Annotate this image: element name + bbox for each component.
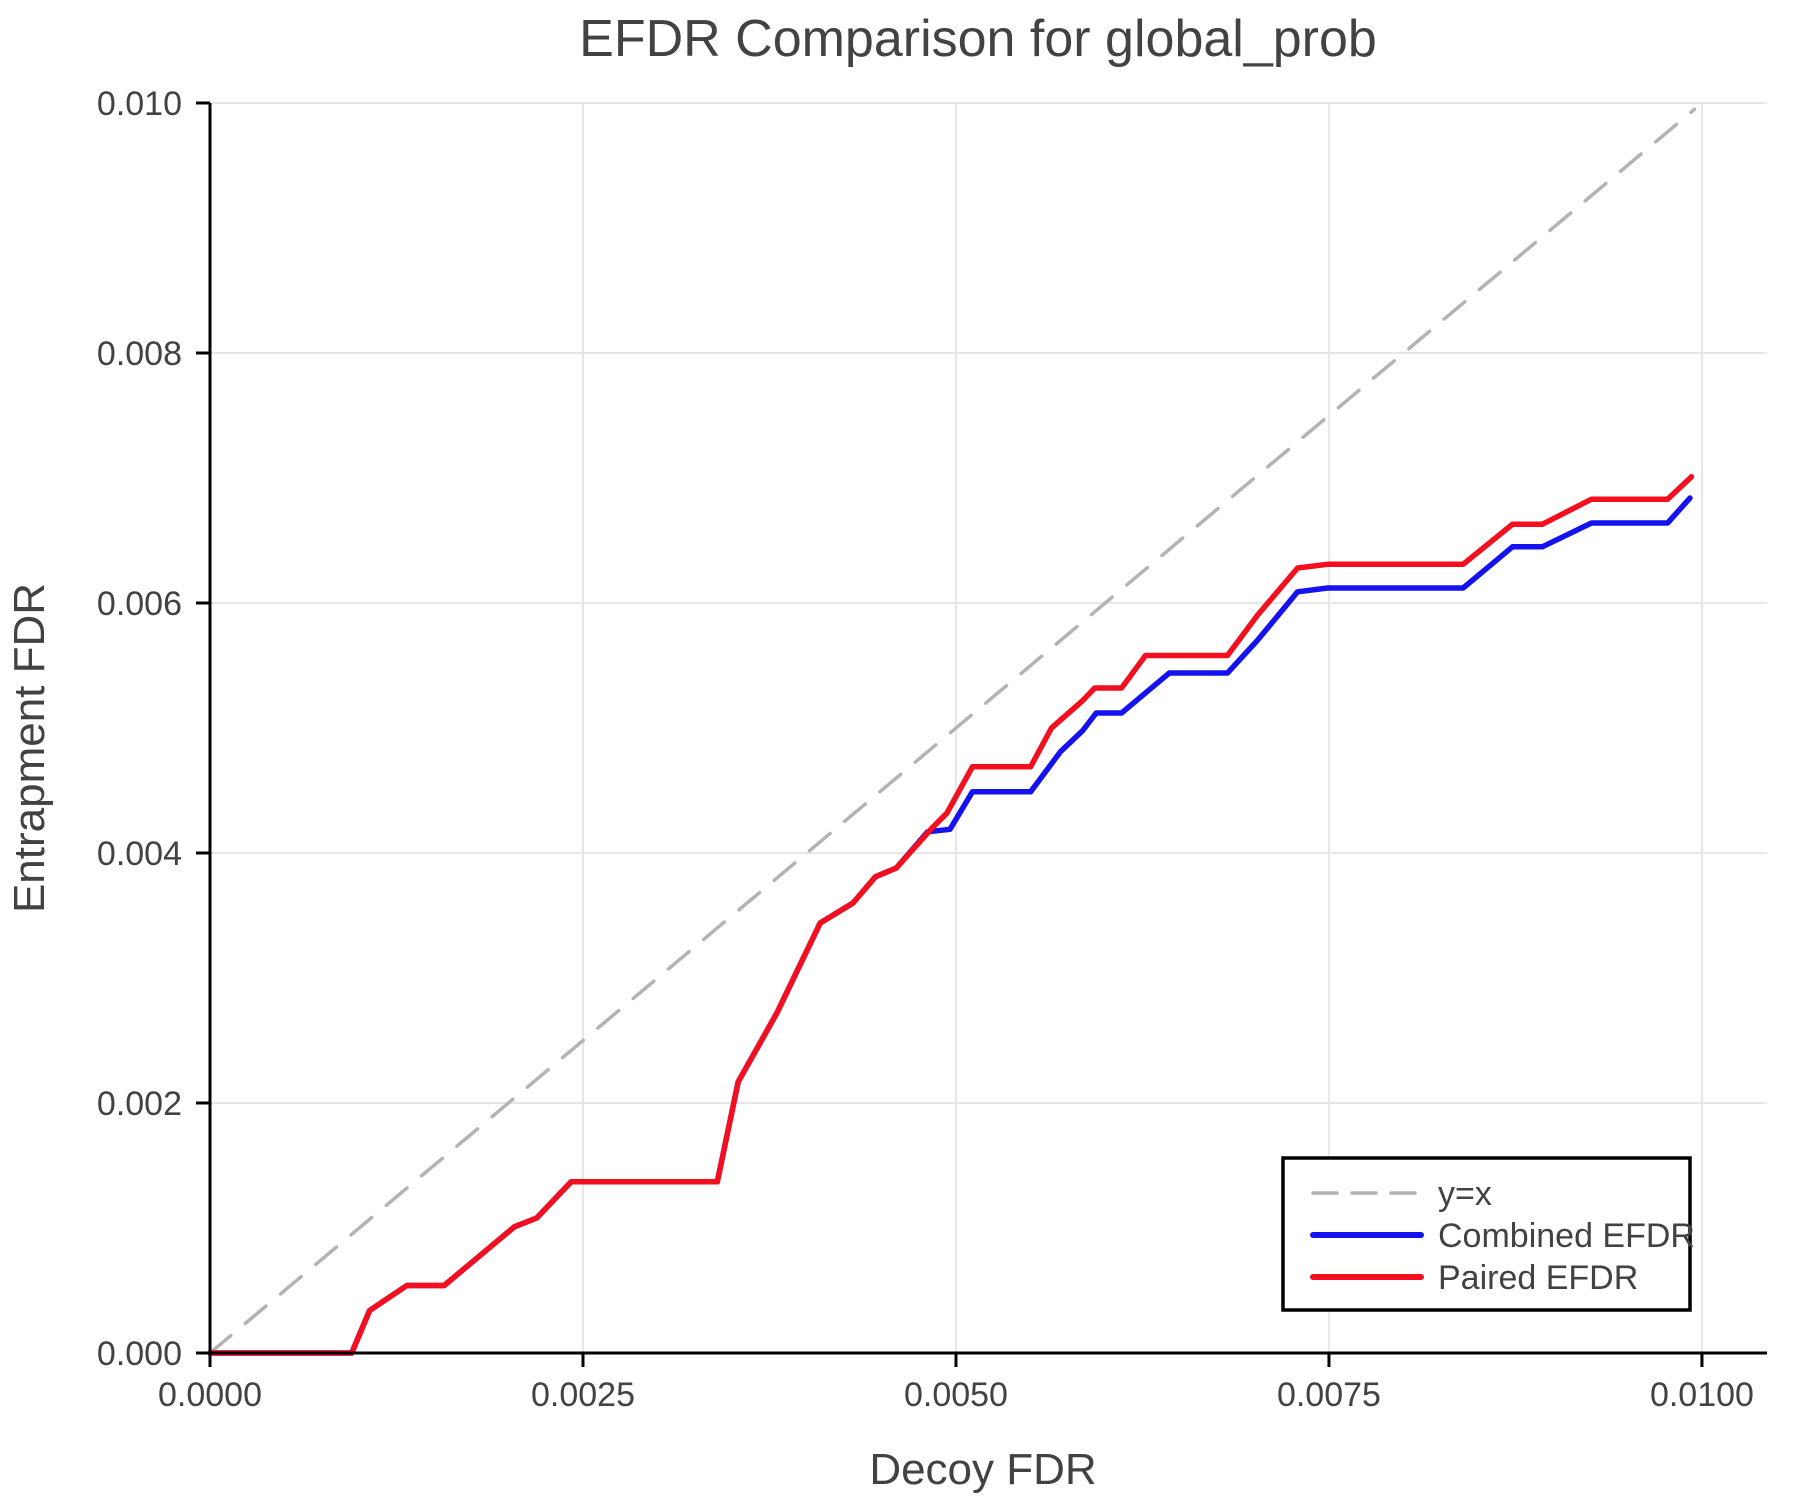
y-tick-label-0.006: 0.006 bbox=[97, 585, 182, 623]
y-tick-label-0.000: 0.000 bbox=[97, 1335, 182, 1373]
axis-spines bbox=[208, 103, 1767, 1355]
legend: y=x Combined EFDR Paired EFDR bbox=[1281, 1156, 1695, 1312]
axis-ticks bbox=[196, 101, 1704, 1367]
x-tick-label-0.0025: 0.0025 bbox=[531, 1376, 635, 1414]
tick-labels: 0.0000 0.0025 0.0050 0.0075 0.0100 0.000 0.002… bbox=[97, 85, 1754, 1414]
chart-title: EFDR Comparison for global_prob bbox=[579, 10, 1377, 68]
y-axis-label: Entrapment FDR bbox=[5, 583, 54, 913]
y-tick-label-0.008: 0.008 bbox=[97, 335, 182, 373]
x-tick-label-0.0100: 0.0100 bbox=[1650, 1376, 1754, 1414]
legend-label-combined-efdr: Combined EFDR bbox=[1438, 1217, 1695, 1255]
paired-efdr-line bbox=[207, 474, 1695, 1356]
legend-label-y-x: y=x bbox=[1438, 1175, 1492, 1213]
y-tick-label-0.004: 0.004 bbox=[97, 835, 182, 873]
series-lines bbox=[207, 107, 1697, 1356]
y-x-line bbox=[208, 107, 1697, 1355]
y-tick-label-0.002: 0.002 bbox=[97, 1085, 182, 1123]
legend-label-paired-efdr: Paired EFDR bbox=[1438, 1259, 1638, 1297]
x-axis-label: Decoy FDR bbox=[869, 1445, 1096, 1494]
x-tick-label-0.0050: 0.0050 bbox=[904, 1376, 1008, 1414]
y-tick-label-0.010: 0.010 bbox=[97, 85, 182, 123]
x-tick-label-0.0000: 0.0000 bbox=[158, 1376, 262, 1414]
x-tick-label-0.0075: 0.0075 bbox=[1277, 1376, 1381, 1414]
